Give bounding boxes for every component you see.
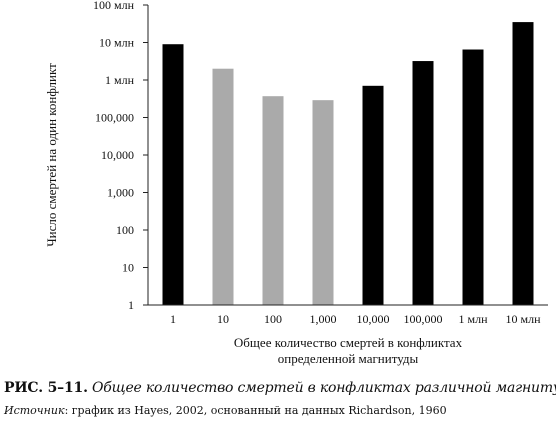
source-text: : график из Hayes, 2002, основанный на д… (64, 404, 447, 417)
x-axis-title-line-1: Общее количество смертей в конфликтах (234, 335, 463, 350)
figure-title: Общее количество смертей в конфликтах ра… (92, 380, 556, 396)
x-tick-label: 10 (217, 312, 229, 326)
bar-8 (512, 22, 534, 306)
bar-4 (312, 100, 334, 306)
y-tick-label: 10 (122, 261, 134, 275)
y-tick-label: 10 млн (99, 36, 135, 50)
bar-chart: 1 10 100 1,000 10,000 100,000 1 млн 10 млн 100 м… (44, 0, 548, 366)
x-tick-label: 10,000 (357, 312, 390, 326)
figure-source: Источник: график из Hayes, 2002, основан… (4, 404, 556, 417)
y-tick-label: 1,000 (107, 186, 134, 200)
x-axis-ticks: 1 10 100 1,000 10,000 100,000 1 млн 10 млн (170, 312, 541, 326)
y-axis-title: Число смертей на один конфликт (44, 63, 59, 247)
y-tick-label: 1 млн (105, 73, 135, 87)
x-tick-label: 10 млн (505, 312, 541, 326)
y-tick-label: 100 (116, 223, 134, 237)
y-tick-label: 100 млн (93, 0, 135, 12)
bar-7 (462, 49, 484, 306)
x-tick-label: 1 млн (458, 312, 488, 326)
y-tick-label: 1 (128, 298, 134, 312)
figure-caption: РИС. 5–11. Общее количество смертей в ко… (4, 380, 556, 396)
source-label: Источник (4, 404, 65, 417)
bar-5 (362, 85, 384, 305)
bar-3 (262, 96, 284, 305)
x-axis-title-line-2: определенной магнитуды (278, 351, 419, 366)
y-tick-label: 10,000 (101, 148, 134, 162)
bar-6 (412, 61, 434, 305)
figure-number: РИС. 5–11. (4, 380, 88, 396)
y-axis-ticks: 1 10 100 1,000 10,000 100,000 1 млн 10 млн 100 м… (93, 0, 148, 312)
bars (162, 22, 534, 306)
bar-1 (162, 44, 184, 305)
x-tick-label: 100,000 (404, 312, 443, 326)
y-tick-label: 100,000 (95, 111, 134, 125)
bar-2 (212, 68, 234, 306)
x-tick-label: 100 (264, 312, 282, 326)
x-tick-label: 1 (170, 312, 176, 326)
x-tick-label: 1,000 (310, 312, 337, 326)
